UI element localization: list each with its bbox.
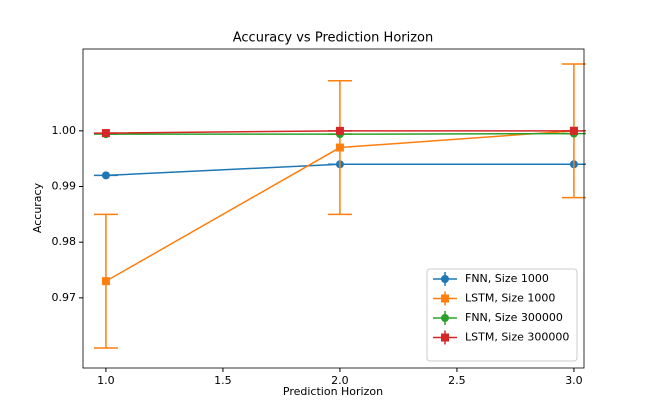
- legend-label: FNN, Size 1000: [465, 272, 549, 285]
- x-axis-label: Prediction Horizon: [283, 385, 383, 398]
- marker: [441, 294, 449, 303]
- y-axis-label: Accuracy: [31, 182, 44, 233]
- marker: [441, 314, 449, 322]
- marker: [101, 129, 110, 138]
- y-tick-label: 0.98: [52, 235, 77, 248]
- marker: [569, 126, 578, 135]
- x-tick-label: 1.0: [97, 374, 115, 387]
- marker: [101, 171, 110, 180]
- x-tick-label: 1.5: [214, 374, 232, 387]
- chart-title: Accuracy vs Prediction Horizon: [233, 31, 434, 46]
- y-tick-label: 0.99: [52, 180, 77, 193]
- x-tick-label: 2.5: [448, 374, 466, 387]
- legend-label: LSTM, Size 300000: [465, 331, 569, 344]
- marker: [101, 277, 110, 286]
- marker: [441, 275, 449, 283]
- marker: [335, 126, 344, 135]
- x-tick-label: 2.0: [331, 374, 349, 387]
- series: [93, 126, 586, 138]
- marker: [441, 333, 449, 342]
- legend: FNN, Size 1000 LSTM, Size 1000 FNN, Size 3…: [426, 268, 578, 362]
- y-tick-label: 1.00: [52, 124, 77, 137]
- legend-box: [426, 268, 578, 362]
- legend-label: FNN, Size 300000: [465, 311, 563, 324]
- y-tick-label: 0.97: [52, 291, 77, 304]
- x-tick-label: 3.0: [565, 374, 583, 387]
- marker: [335, 143, 344, 152]
- legend-label: LSTM, Size 1000: [465, 292, 555, 305]
- plot-frame: [82, 48, 585, 369]
